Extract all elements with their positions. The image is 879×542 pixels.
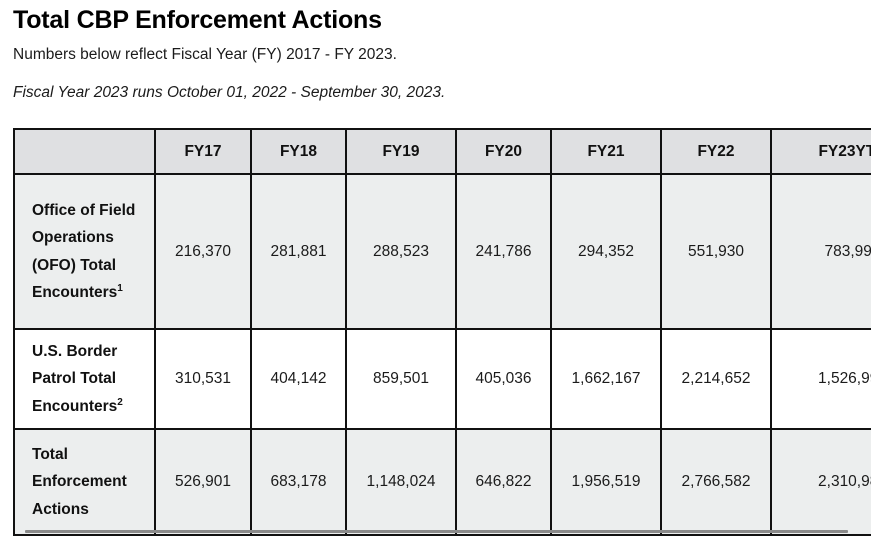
cell-value: 404,142 [250,328,347,430]
cell-value: 783,993 [770,173,871,330]
cell-value: 281,881 [250,173,347,330]
column-header-fy23ytd: FY23YTD [770,128,871,175]
table-row-border-patrol: U.S. Border Patrol Total Encounters2 310… [13,328,871,430]
footnote-marker[interactable]: 2 [117,396,123,408]
column-header-empty [13,128,156,175]
column-header-fy20: FY20 [455,128,552,175]
table-row-ofo: Office of Field Operations (OFO) Total E… [13,173,871,330]
enforcement-table: FY17 FY18 FY19 FY20 FY21 FY22 FY23YTD Of… [13,128,871,536]
cell-value: 405,036 [455,328,552,430]
row-label-ofo: Office of Field Operations (OFO) Total E… [13,173,156,330]
row-label-text: U.S. Border Patrol Total Encounters [32,342,118,415]
row-label-total: Total Enforcement Actions [13,428,156,536]
cell-value: 294,352 [550,173,662,330]
cell-value: 288,523 [345,173,457,330]
page-subtitle: Numbers below reflect Fiscal Year (FY) 2… [13,46,397,63]
cell-value: 683,178 [250,428,347,536]
cell-value: 2,214,652 [660,328,772,430]
cell-value: 1,526,994 [770,328,871,430]
horizontal-scrollbar[interactable] [25,530,848,533]
table-header-row: FY17 FY18 FY19 FY20 FY21 FY22 FY23YTD [13,128,871,175]
cell-value: 2,310,987 [770,428,871,536]
cell-value: 216,370 [154,173,252,330]
cell-value: 310,531 [154,328,252,430]
cell-value: 2,766,582 [660,428,772,536]
row-label-text: Office of Field Operations (OFO) Total E… [32,201,136,302]
cell-value: 551,930 [660,173,772,330]
column-header-fy17: FY17 [154,128,252,175]
row-label-text: Total Enforcement Actions [32,445,127,518]
table-row-total: Total Enforcement Actions 526,901 683,17… [13,428,871,536]
cell-value: 526,901 [154,428,252,536]
cell-value: 1,662,167 [550,328,662,430]
cell-value: 1,148,024 [345,428,457,536]
table-scroll-container[interactable]: FY17 FY18 FY19 FY20 FY21 FY22 FY23YTD Of… [13,128,871,538]
column-header-fy19: FY19 [345,128,457,175]
column-header-fy21: FY21 [550,128,662,175]
page-title: Total CBP Enforcement Actions [13,6,382,34]
footnote-marker[interactable]: 1 [117,283,123,294]
cell-value: 241,786 [455,173,552,330]
cell-value: 646,822 [455,428,552,536]
row-label-border-patrol: U.S. Border Patrol Total Encounters2 [13,328,156,430]
column-header-fy22: FY22 [660,128,772,175]
cell-value: 1,956,519 [550,428,662,536]
cell-value: 859,501 [345,328,457,430]
column-header-fy18: FY18 [250,128,347,175]
fiscal-year-note: Fiscal Year 2023 runs October 01, 2022 -… [13,84,446,101]
